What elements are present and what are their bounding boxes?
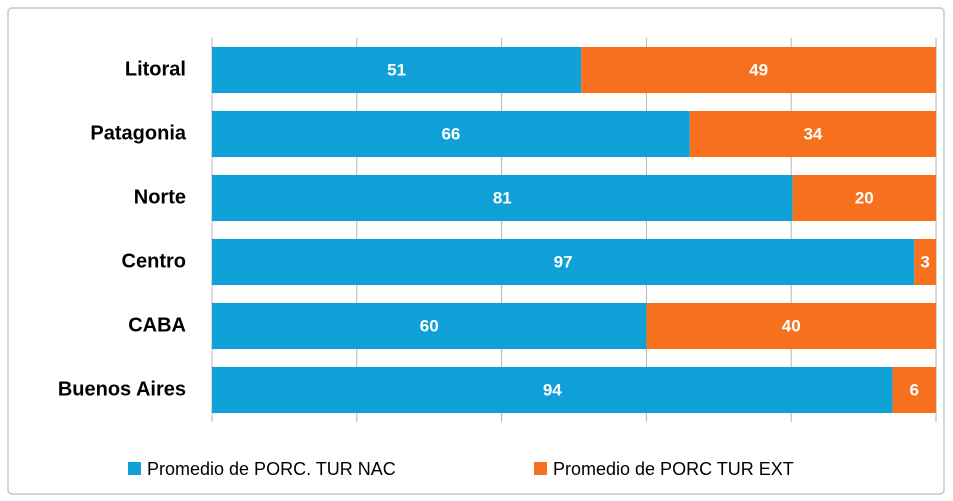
bar-segment: [212, 366, 893, 414]
legend-swatch: [534, 462, 547, 475]
data-label: 81: [493, 188, 512, 207]
bar-segment: [581, 46, 936, 94]
bar-segment: [892, 366, 936, 414]
data-label: 34: [803, 124, 822, 143]
bar-segment: [646, 302, 936, 350]
data-label: 94: [543, 380, 562, 399]
y-tick-label: Buenos Aires: [58, 378, 186, 400]
data-label: 60: [420, 316, 439, 335]
bar-segment: [212, 46, 582, 94]
bar-segment: [689, 110, 936, 158]
data-label: 49: [749, 60, 768, 79]
y-tick-label: Litoral: [125, 58, 186, 80]
bar-segment: [792, 174, 936, 222]
y-tick-label: Patagonia: [90, 122, 186, 144]
y-tick-label: Norte: [134, 186, 186, 208]
data-label: 66: [441, 124, 460, 143]
data-label: 40: [782, 316, 801, 335]
legend-label: Promedio de PORC. TUR NAC: [147, 459, 396, 479]
bar-segment: [914, 238, 936, 286]
data-label: 20: [855, 188, 874, 207]
y-tick-label: CABA: [128, 314, 186, 336]
legend-swatch: [128, 462, 141, 475]
data-label: 51: [387, 60, 406, 79]
bar-segment: [212, 174, 793, 222]
legend-label: Promedio de PORC TUR EXT: [553, 459, 794, 479]
data-label: 6: [910, 380, 919, 399]
bar-segment: [212, 110, 690, 158]
data-label: 97: [554, 252, 573, 271]
y-tick-label: Centro: [122, 250, 186, 272]
data-label: 3: [920, 252, 929, 271]
bar-segment: [212, 238, 915, 286]
bar-segment: [212, 302, 647, 350]
